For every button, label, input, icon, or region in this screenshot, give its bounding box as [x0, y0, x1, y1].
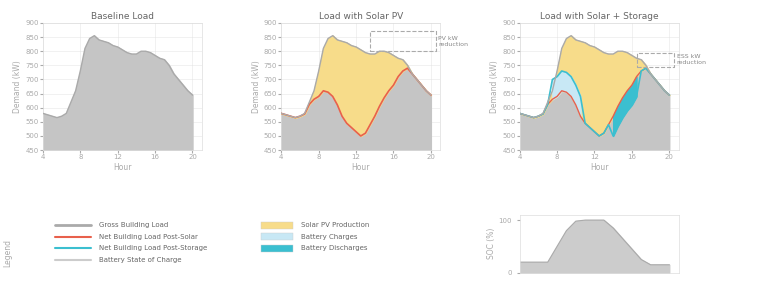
Y-axis label: Demand (kW): Demand (kW) [491, 60, 499, 113]
Text: Battery Charges: Battery Charges [301, 234, 358, 240]
X-axis label: Hour: Hour [113, 163, 132, 172]
Text: Net Building Load Post-Storage: Net Building Load Post-Storage [98, 245, 207, 251]
Text: Net Building Load Post-Solar: Net Building Load Post-Solar [98, 234, 197, 240]
X-axis label: Hour: Hour [352, 163, 370, 172]
FancyBboxPatch shape [261, 245, 293, 252]
Text: Battery Discharges: Battery Discharges [301, 245, 367, 251]
Text: ESS kW
reduction: ESS kW reduction [677, 54, 707, 65]
X-axis label: Hour: Hour [590, 163, 608, 172]
Title: Baseline Load: Baseline Load [90, 12, 154, 21]
Text: Legend: Legend [3, 238, 12, 267]
Title: Load with Solar PV: Load with Solar PV [318, 12, 403, 21]
Text: Battery State of Charge: Battery State of Charge [98, 257, 181, 263]
Text: Solar PV Production: Solar PV Production [301, 222, 370, 228]
Y-axis label: Demand (kW): Demand (kW) [252, 60, 261, 113]
FancyBboxPatch shape [261, 233, 293, 240]
Title: Load with Solar + Storage: Load with Solar + Storage [540, 12, 658, 21]
Text: PV kW
reduction: PV kW reduction [438, 36, 468, 47]
Text: Gross Building Load: Gross Building Load [98, 222, 168, 228]
Y-axis label: Demand (kW): Demand (kW) [13, 60, 23, 113]
FancyBboxPatch shape [261, 222, 293, 229]
Y-axis label: SOC (%): SOC (%) [487, 228, 496, 259]
